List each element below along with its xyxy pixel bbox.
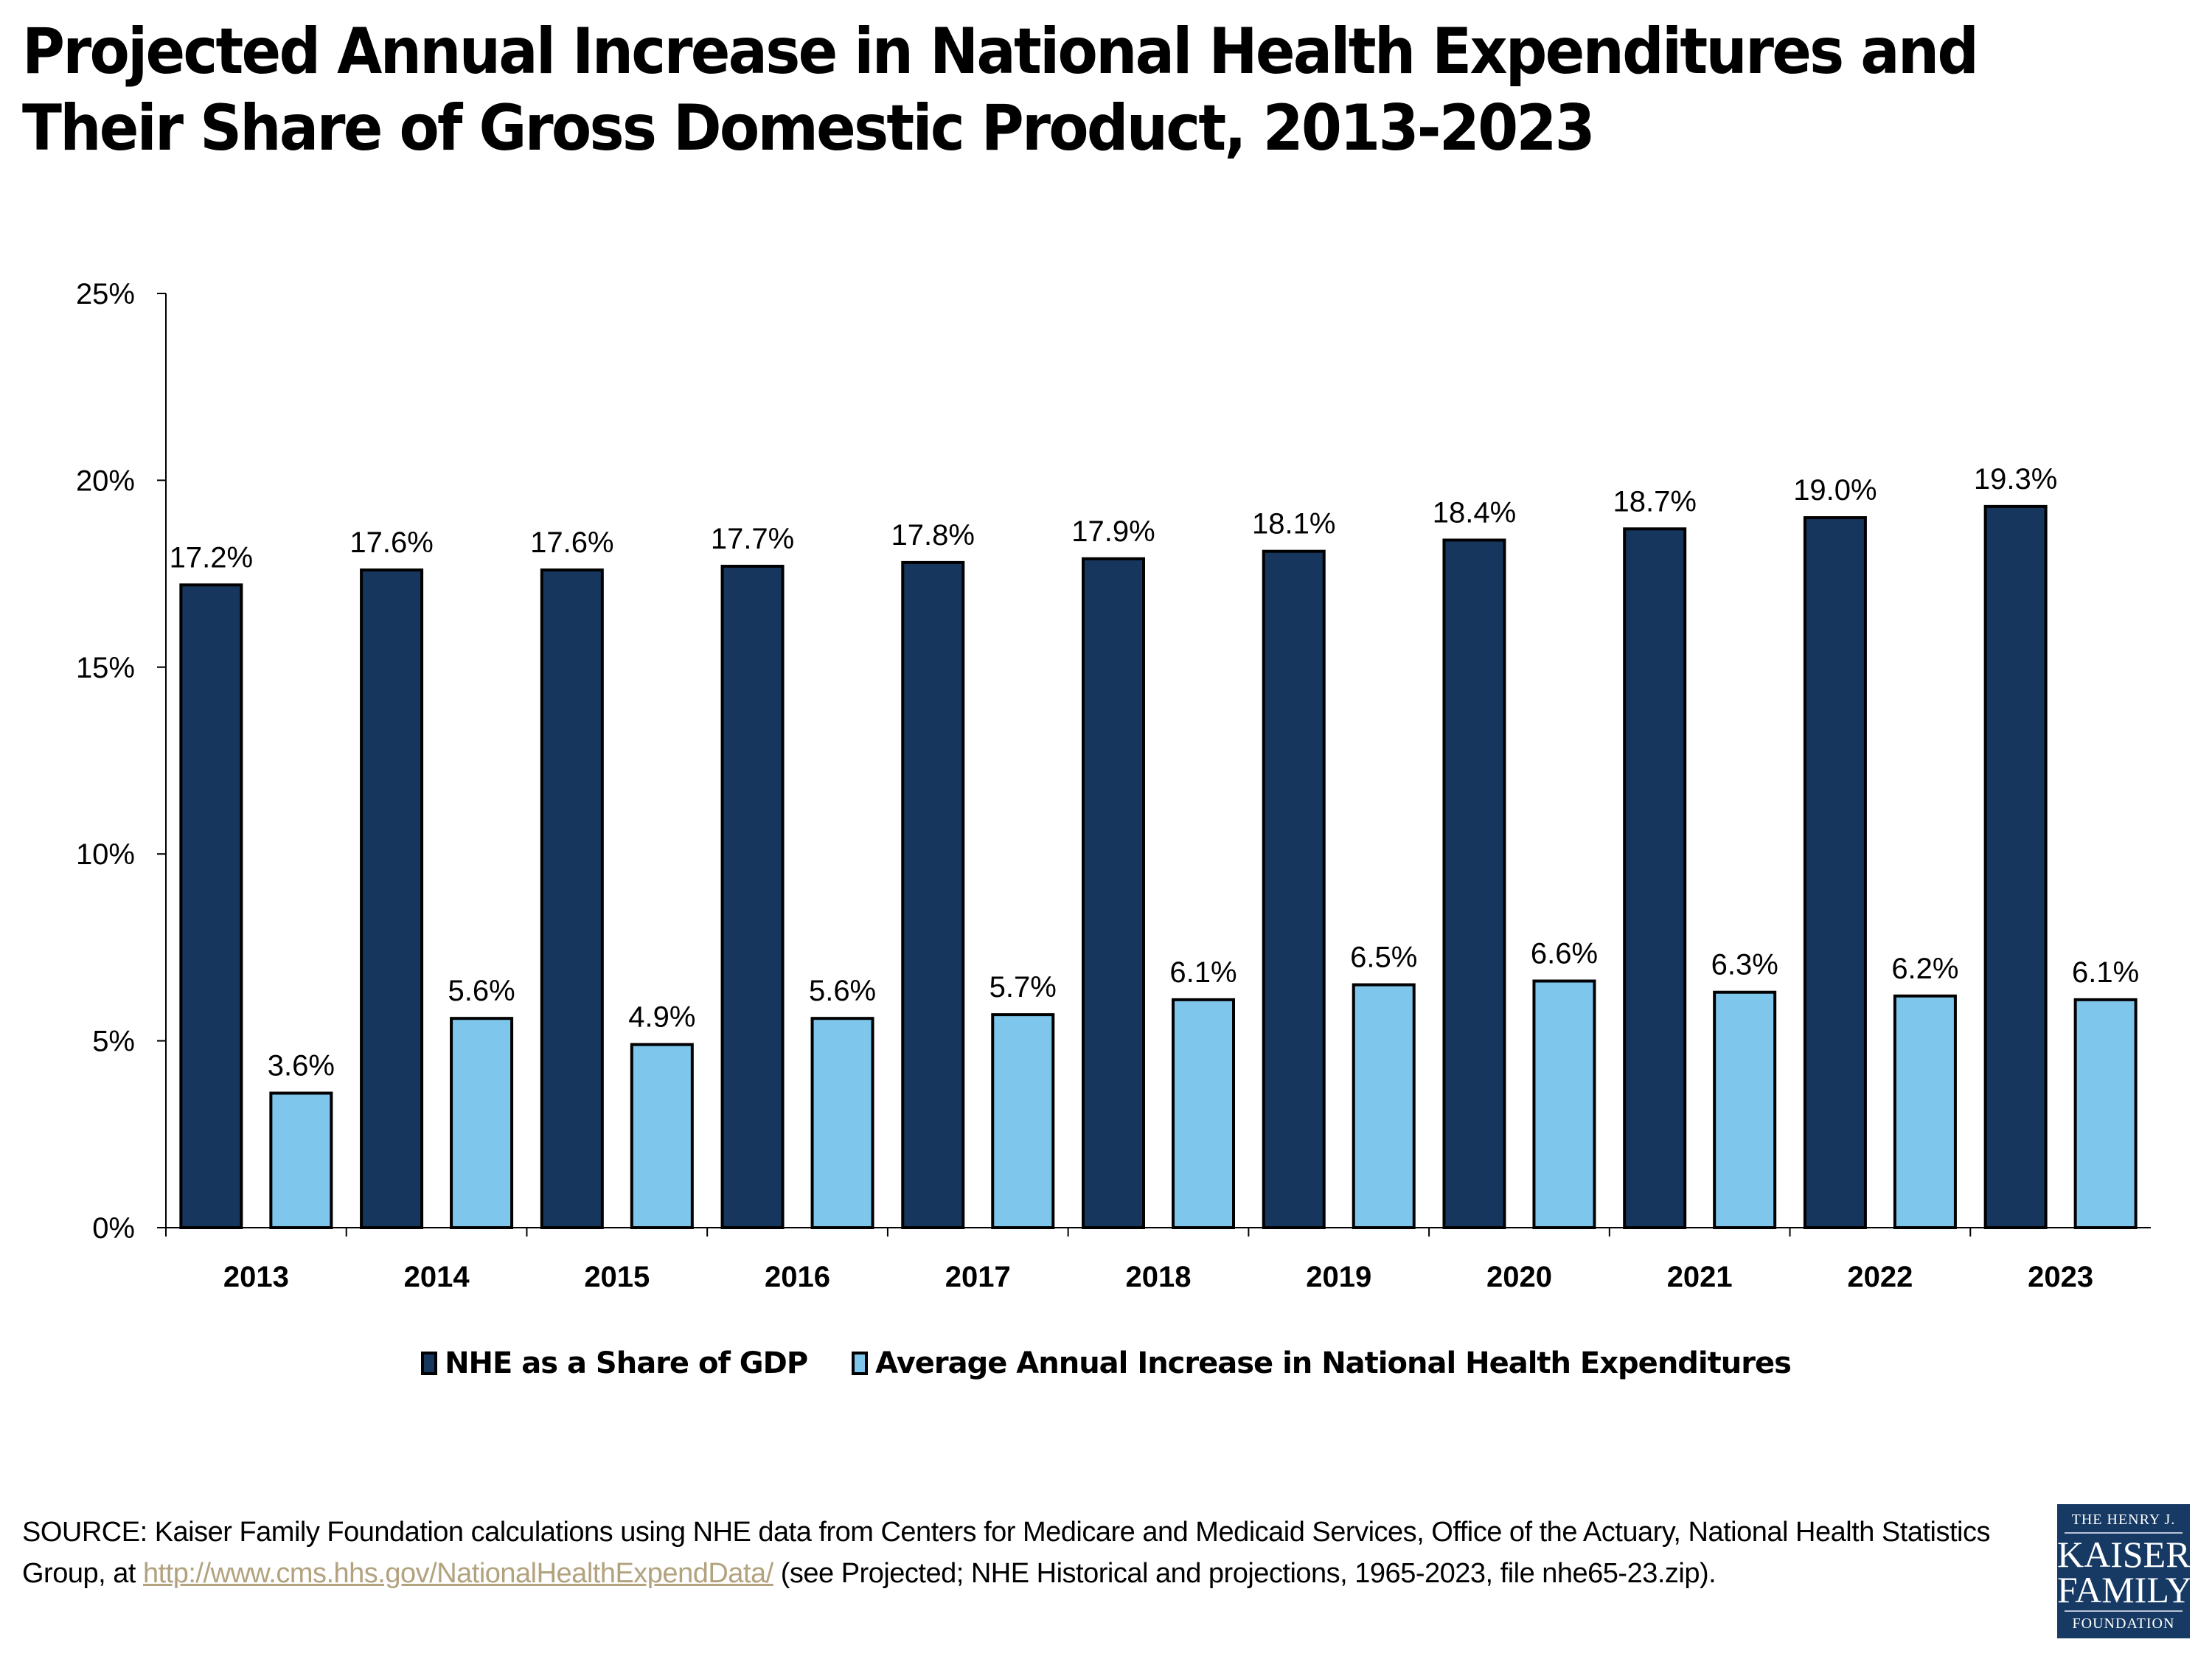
- data-label: 19.3%: [1974, 463, 2057, 495]
- data-label: 18.4%: [1433, 496, 1516, 529]
- bar-avg-annual-increase: [450, 1017, 514, 1230]
- bar-avg-annual-increase: [810, 1017, 874, 1230]
- y-tick-label: 0%: [92, 1212, 135, 1245]
- x-tick-label: 2021: [1667, 1261, 1733, 1293]
- x-tick-label: 2016: [765, 1261, 830, 1293]
- x-tick-label: 2013: [223, 1261, 289, 1293]
- x-tick-label: 2019: [1306, 1261, 1371, 1293]
- kff-logo: THE HENRY J. KAISER FAMILY FOUNDATION: [2057, 1504, 2192, 1638]
- data-label: 18.7%: [1613, 485, 1696, 518]
- x-tick-label: 2017: [945, 1261, 1011, 1293]
- bar-avg-annual-increase: [269, 1091, 333, 1229]
- bar-avg-annual-increase: [630, 1043, 694, 1229]
- data-label: 17.6%: [349, 526, 433, 559]
- bar-nhe-share-gdp: [1983, 504, 2048, 1229]
- logo-line-4: FOUNDATION: [2065, 1610, 2183, 1632]
- legend-swatch-light-blue: [852, 1352, 869, 1375]
- bar-avg-annual-increase: [2073, 998, 2138, 1230]
- bar-nhe-share-gdp: [360, 568, 424, 1229]
- chart-title: Projected Annual Increase in National He…: [22, 13, 1989, 167]
- x-tick-label: 2018: [1126, 1261, 1192, 1293]
- legend-item-nhe-share-gdp: NHE as a Share of GDP: [421, 1346, 808, 1380]
- y-tick-label: 25%: [76, 278, 135, 310]
- data-labels: 17.2% 17.6% 17.6% 17.7% 17.8% 17.9% 18.1% 18.4%…: [170, 463, 2140, 1082]
- data-label: 6.6%: [1531, 938, 1598, 970]
- legend-label: Average Annual Increase in National Heal…: [875, 1346, 1792, 1380]
- bar-avg-annual-increase: [991, 1013, 1055, 1230]
- chart-title-line-1: Projected Annual Increase in National He…: [22, 15, 1979, 88]
- data-label: 17.7%: [711, 523, 794, 555]
- legend-label: NHE as a Share of GDP: [445, 1346, 808, 1380]
- data-label: 5.7%: [990, 971, 1057, 1004]
- bar-avg-annual-increase: [1532, 979, 1596, 1229]
- data-label: 6.1%: [1169, 956, 1237, 989]
- bar-nhe-share-gdp: [540, 568, 604, 1229]
- data-label: 18.1%: [1252, 508, 1335, 540]
- data-label: 6.1%: [2072, 956, 2139, 989]
- source-text-prefix: SOURCE: Kaiser Family Foundation calcula…: [22, 1517, 1990, 1589]
- bar-avg-annual-increase: [1893, 994, 1957, 1230]
- y-tick-label: 20%: [76, 465, 135, 497]
- bar-nhe-share-gdp: [1262, 549, 1326, 1229]
- data-label: 4.9%: [628, 1001, 695, 1034]
- bar-nhe-share-gdp: [1082, 557, 1145, 1229]
- data-label: 6.5%: [1350, 942, 1417, 974]
- x-tick-label: 2014: [404, 1261, 470, 1293]
- data-label: 17.8%: [891, 519, 975, 552]
- bar-nhe-share-gdp: [901, 560, 965, 1229]
- data-label: 6.3%: [1711, 949, 1778, 981]
- legend-swatch-dark-blue: [421, 1352, 438, 1375]
- legend: NHE as a Share of GDP Average Annual Inc…: [0, 1346, 2212, 1380]
- bar-nhe-share-gdp: [1623, 527, 1687, 1229]
- bar-chart: 0%5%10%15%20%25% 2013 2014 2015 2016 2017 201…: [76, 278, 2151, 1293]
- x-tick-label: 2015: [584, 1261, 650, 1293]
- data-label: 3.6%: [268, 1050, 335, 1082]
- y-tick-label: 5%: [92, 1026, 135, 1058]
- data-label: 17.6%: [530, 526, 613, 559]
- legend-item-avg-annual-increase: Average Annual Increase in National Heal…: [852, 1346, 1792, 1380]
- logo-line-3: FAMILY: [2057, 1569, 2192, 1610]
- data-label: 19.0%: [1793, 474, 1877, 507]
- bars: [179, 504, 2138, 1230]
- x-axis: 2013 2014 2015 2016 2017 2018 2019 2020 2021 2022…: [166, 1227, 2151, 1293]
- source-link[interactable]: http://www.cms.hhs.gov/NationalHealthExp…: [142, 1558, 773, 1589]
- y-tick-label: 10%: [76, 838, 135, 871]
- data-label: 6.2%: [1891, 953, 1958, 985]
- bar-avg-annual-increase: [1352, 983, 1416, 1229]
- data-label: 17.2%: [170, 541, 253, 574]
- logo-line-2: KAISER: [2057, 1534, 2191, 1575]
- bar-avg-annual-increase: [1713, 990, 1777, 1229]
- x-tick-label: 2023: [2028, 1261, 2093, 1293]
- x-tick-label: 2020: [1486, 1261, 1552, 1293]
- y-axis: 0% 5% 10% 15% 20% 25%: [76, 278, 167, 1245]
- bar-nhe-share-gdp: [179, 583, 243, 1229]
- data-label: 5.6%: [448, 975, 515, 1007]
- bar-avg-annual-increase: [1172, 998, 1235, 1230]
- y-tick-label: 15%: [76, 652, 135, 684]
- data-label: 5.6%: [809, 975, 876, 1007]
- source-note: SOURCE: Kaiser Family Foundation calcula…: [22, 1512, 2028, 1594]
- logo-line-1: THE HENRY J.: [2065, 1512, 2183, 1534]
- x-tick-label: 2022: [1847, 1261, 1913, 1293]
- source-text-suffix: (see Projected; NHE Historical and proje…: [773, 1558, 1717, 1589]
- bar-nhe-share-gdp: [1803, 516, 1867, 1229]
- bar-nhe-share-gdp: [1442, 538, 1506, 1229]
- data-label: 17.9%: [1071, 515, 1155, 548]
- bar-nhe-share-gdp: [720, 564, 785, 1229]
- chart-title-line-2: Their Share of Gross Domestic Product, 2…: [22, 91, 1596, 165]
